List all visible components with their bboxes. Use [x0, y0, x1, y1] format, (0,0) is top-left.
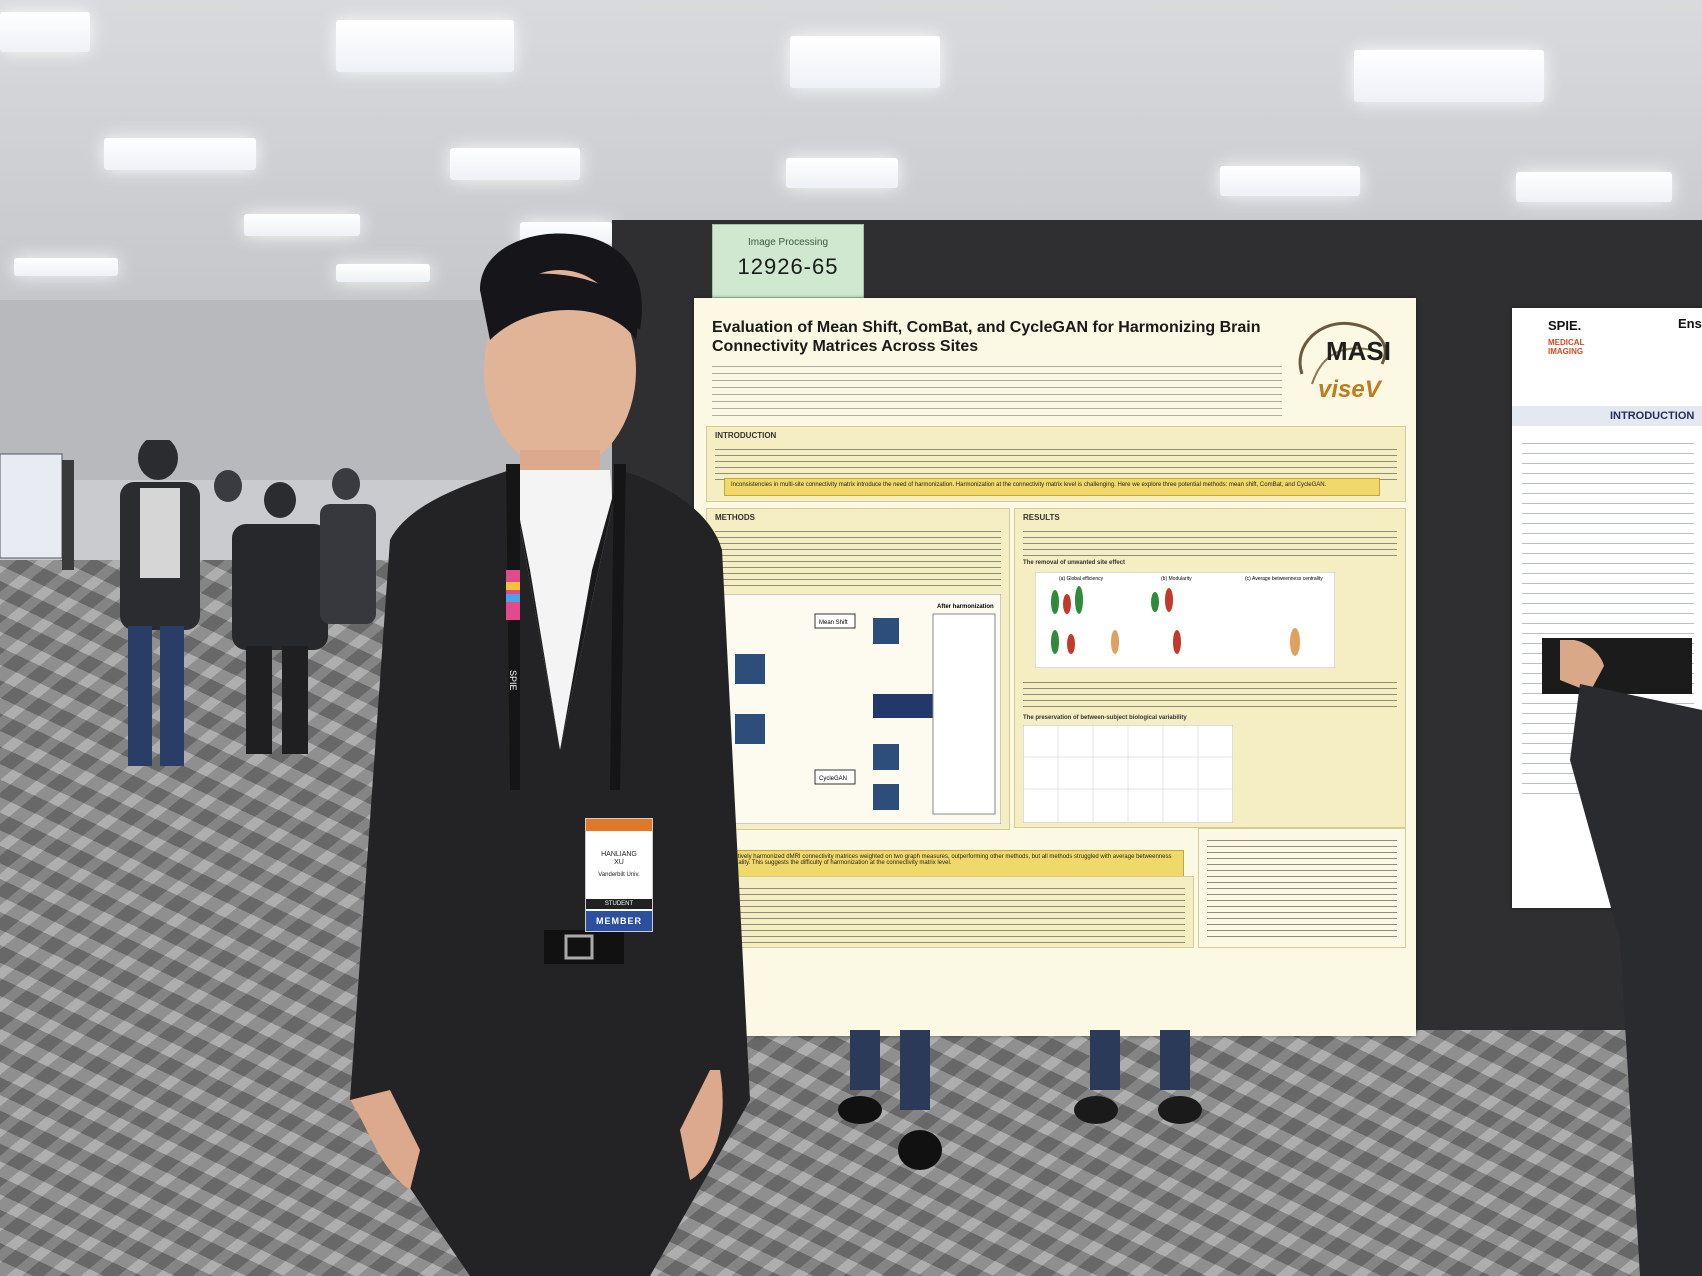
background-crowd: [0, 440, 376, 766]
presenter: SPIE: [350, 233, 750, 1276]
poster-title: Evaluation of Mean Shift, ComBat, and Cy…: [712, 319, 1261, 355]
ceiling-light: [1220, 166, 1360, 196]
results-heading: RESULTS: [1023, 513, 1060, 522]
badge-first-name: HANLIANG: [601, 851, 637, 858]
board-number-sign: Image Processing 12926-65: [712, 224, 864, 298]
intro-highlight: Inconsistencies in multi-site connectivi…: [724, 478, 1380, 496]
badge-last-name: XU: [614, 859, 624, 866]
methods-heading: METHODS: [715, 513, 755, 522]
method-label-meanshift: Mean Shift: [819, 620, 848, 626]
sign-category: Image Processing: [747, 237, 829, 248]
far-poster: [0, 453, 63, 559]
ceiling-light: [336, 20, 514, 72]
ceiling-light: [336, 264, 430, 282]
legs-behind-board: [838, 1030, 1202, 1170]
logo-masi-text: MASI: [1326, 336, 1391, 366]
neighbor-brand: SPIE.: [1548, 318, 1582, 333]
badge-affiliation: Vanderbilt Univ.: [598, 872, 640, 878]
lab-logo: MASI viseV: [1282, 314, 1402, 414]
name-badge: HANLIANG XU Vanderbilt Univ. STUDENT MEM…: [585, 818, 653, 932]
results-section: RESULTS The removal of unwanted site eff…: [1014, 508, 1406, 828]
visitor-partial: [1560, 640, 1702, 1276]
figure-2-violins: (a) Global efficiency (b) Modularity (c)…: [1034, 571, 1336, 669]
ceiling-light: [244, 214, 360, 236]
logo-vise-text: viseV: [1318, 376, 1381, 403]
badge-member: MEMBER: [586, 911, 652, 931]
ceiling-light: [790, 36, 940, 88]
methods-section: METHODS Mean Shift CycleGAN After harmon…: [706, 508, 1010, 830]
presenter-face: [484, 270, 636, 470]
neighbor-header: Ens: [1678, 316, 1702, 331]
fig2-panel-b: (b) Modularity: [1161, 576, 1192, 582]
references-section: [1198, 828, 1406, 948]
results-subhead-1: The removal of unwanted site effect: [1023, 560, 1126, 566]
sign-code: 12926-65: [737, 254, 839, 279]
ceiling-light: [0, 12, 90, 52]
lanyard-left: [506, 464, 520, 790]
fig2-panel-c: (c) Average betweenness centrality: [1245, 576, 1323, 582]
poster-authors: [712, 360, 1282, 420]
ceiling-light: [450, 148, 580, 180]
neighbor-brand-sub: MEDICAL IMAGING: [1548, 338, 1585, 356]
ceiling-light: [104, 138, 256, 170]
lanyard-text: SPIE: [508, 670, 518, 691]
ceiling-light: [786, 158, 898, 188]
method-label-cyclegan: CycleGAN: [819, 776, 847, 782]
introduction-heading: INTRODUCTION: [715, 431, 777, 440]
neighbor-section-bar: [1512, 406, 1702, 426]
ceiling-light: [1516, 172, 1672, 202]
conclusion-highlight: effectively harmonized dMRI connectivity…: [718, 850, 1184, 878]
results-subhead-2: The preservation of between-subject biol…: [1023, 715, 1187, 721]
figure-3-scatter: [1022, 724, 1234, 824]
neighbor-section: INTRODUCTION: [1610, 410, 1695, 422]
fig2-panel-a: (a) Global efficiency: [1059, 576, 1104, 582]
methods-diagram: Mean Shift CycleGAN After harmonization: [714, 593, 1002, 825]
conclusion-section: [706, 876, 1194, 948]
ceiling-light: [1354, 50, 1544, 102]
ceiling-light: [14, 258, 118, 276]
badge-type: STUDENT: [586, 899, 652, 909]
presenter-suit: [350, 470, 750, 1276]
method-label-after: After harmonization: [937, 604, 994, 610]
research-poster: Evaluation of Mean Shift, ComBat, and Cy…: [694, 298, 1416, 1036]
lanyard-right: [610, 464, 626, 790]
